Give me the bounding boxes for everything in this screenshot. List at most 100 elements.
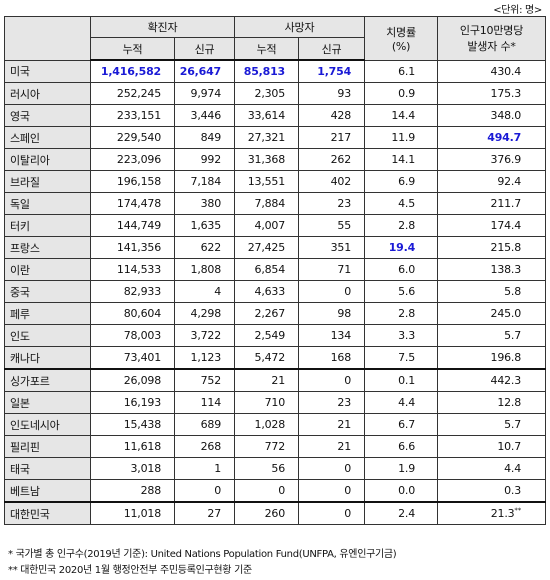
- fatality-rate-cell: 11.9: [364, 126, 439, 149]
- country-cell: 이탈리아: [4, 148, 91, 171]
- confirmed-cumulative-cell: 82,933: [90, 280, 175, 303]
- per-100k-cell-value: 175.3: [490, 87, 522, 100]
- country-cell: 브라질: [4, 170, 91, 193]
- fatality-rate-cell: 2.8: [364, 302, 439, 325]
- table-row: 싱가포르 26,098 752 21 0 0.1 442.3: [4, 368, 547, 392]
- table-row: 영국 233,151 3,446 33,614 428 14.4 348.0: [4, 104, 547, 127]
- country-cell: 대한민국: [4, 501, 91, 525]
- fatality-rate-cell: 6.0: [364, 258, 439, 281]
- confirmed-cumulative-cell-value: 144,749: [116, 219, 161, 232]
- deaths-cumulative-cell-value: 85,813: [243, 65, 286, 78]
- country-cell-value: 터키: [10, 219, 30, 233]
- per-100k-cell-value: 348.0: [490, 109, 522, 122]
- fatality-rate-cell: 7.5: [364, 346, 439, 370]
- deaths-new-cell-value: 21: [337, 418, 352, 431]
- confirmed-cumulative-cell: 141,356: [90, 236, 175, 259]
- confirmed-new-cell: 1,123: [173, 346, 236, 370]
- deaths-cumulative-cell-value: 2,549: [254, 329, 286, 342]
- deaths-new-cell: 55: [298, 214, 366, 237]
- confirmed-new-cell: 114: [173, 391, 236, 414]
- deaths-cumulative-cell-value: 1,028: [254, 418, 286, 431]
- country-cell-value: 인도: [10, 329, 30, 343]
- country-cell: 중국: [4, 280, 91, 303]
- header-per-100k-line2: 발생자 수*: [467, 40, 516, 54]
- fatality-rate-cell: 6.9: [364, 170, 439, 193]
- fatality-rate-cell-value: 3.3: [398, 329, 416, 342]
- per-100k-cell: 174.4: [437, 214, 547, 237]
- per-100k-cell-value: 494.7: [487, 131, 522, 144]
- fatality-rate-cell-value: 0.0: [398, 484, 416, 497]
- confirmed-cumulative-cell-value: 11,018: [123, 507, 161, 520]
- confirmed-cumulative-cell: 223,096: [90, 148, 175, 171]
- per-100k-cell-value: 215.8: [490, 241, 522, 254]
- confirmed-new-cell-value: 1,123: [190, 351, 222, 364]
- deaths-cumulative-cell-value: 4,633: [254, 285, 286, 298]
- per-100k-cell-value: 245.0: [490, 307, 522, 320]
- confirmed-cumulative-cell: 288: [90, 479, 175, 503]
- confirmed-cumulative-cell-value: 15,438: [123, 418, 161, 431]
- per-100k-cell-value: 4.4: [504, 462, 522, 475]
- country-cell-value: 브라질: [10, 175, 40, 189]
- deaths-new-cell-value: 402: [330, 175, 352, 188]
- confirmed-new-cell: 268: [173, 435, 236, 458]
- confirmed-cumulative-cell: 233,151: [90, 104, 175, 127]
- deaths-new-cell-value: 93: [337, 87, 352, 100]
- per-100k-cell: 4.4: [437, 457, 547, 480]
- deaths-new-cell: 0: [298, 280, 366, 303]
- table-row: 페루 80,604 4,298 2,267 98 2.8 245.0: [4, 302, 547, 325]
- deaths-new-cell: 98: [298, 302, 366, 325]
- confirmed-cumulative-cell-value: 229,540: [116, 131, 161, 144]
- fatality-rate-cell: 4.4: [364, 391, 439, 414]
- deaths-new-cell: 168: [298, 346, 366, 370]
- deaths-new-cell-value: 21: [337, 440, 352, 453]
- deaths-new-cell: 23: [298, 391, 366, 414]
- table-row: 태국 3,018 1 56 0 1.9 4.4: [4, 457, 547, 480]
- country-cell: 스페인: [4, 126, 91, 149]
- country-cell: 인도: [4, 324, 91, 347]
- deaths-new-cell: 23: [298, 192, 366, 215]
- header-fatality-rate: 치명률 (%): [364, 16, 439, 61]
- fatality-rate-cell-value: 5.6: [398, 285, 416, 298]
- fatality-rate-cell-value: 0.9: [398, 87, 416, 100]
- table-row: 일본 16,193 114 710 23 4.4 12.8: [4, 391, 547, 414]
- confirmed-new-cell-value: 622: [200, 241, 222, 254]
- confirmed-new-cell: 1,808: [173, 258, 236, 281]
- per-100k-cell: 5.7: [437, 324, 547, 347]
- deaths-cumulative-cell-value: 0: [278, 484, 286, 497]
- deaths-new-cell: 0: [298, 479, 366, 503]
- deaths-new-cell-value: 217: [330, 131, 352, 144]
- table-row: 독일 174,478 380 7,884 23 4.5 211.7: [4, 192, 547, 215]
- country-cell: 필리핀: [4, 435, 91, 458]
- per-100k-cell: 138.3: [437, 258, 547, 281]
- fatality-rate-cell-value: 2.8: [398, 219, 416, 232]
- deaths-new-cell: 21: [298, 435, 366, 458]
- per-100k-cell-value: 0.3: [504, 484, 522, 497]
- confirmed-cumulative-cell: 144,749: [90, 214, 175, 237]
- table-row: 미국 1,416,582 26,647 85,813 1,754 6.1 430.4: [4, 59, 547, 83]
- footnote-population-source: * 국가별 총 인구수(2019년 기준): United Nations Po…: [8, 549, 397, 560]
- country-cell-value: 러시아: [10, 87, 40, 101]
- header-confirmed-new: 신규: [173, 37, 236, 61]
- table-row: 캐나다 73,401 1,123 5,472 168 7.5 196.8: [4, 346, 547, 370]
- header-row-top: 확진자 사망자 치명률 (%) 인구10만명당 발생자 수*: [4, 16, 547, 61]
- header-corner: [4, 16, 91, 61]
- confirmed-new-cell-value: 4,298: [190, 307, 222, 320]
- confirmed-cumulative-cell: 196,158: [90, 170, 175, 193]
- deaths-cumulative-cell-value: 33,614: [247, 109, 286, 122]
- fatality-rate-cell: 0.0: [364, 479, 439, 503]
- confirmed-cumulative-cell: 114,533: [90, 258, 175, 281]
- country-cell-value: 베트남: [10, 484, 40, 498]
- confirmed-new-cell: 1,635: [173, 214, 236, 237]
- confirmed-cumulative-cell: 252,245: [90, 82, 175, 105]
- confirmed-new-cell-value: 27: [207, 507, 222, 520]
- confirmed-new-cell-value: 26,647: [179, 65, 222, 78]
- deaths-cumulative-cell-value: 6,854: [254, 263, 286, 276]
- country-cell-value: 필리핀: [10, 440, 40, 454]
- header-confirmed-cumulative: 누적: [90, 37, 175, 61]
- fatality-rate-cell: 4.5: [364, 192, 439, 215]
- country-cell-value: 프랑스: [10, 241, 40, 255]
- per-100k-cell: 348.0: [437, 104, 547, 127]
- per-100k-cell-value: 211.7: [490, 197, 522, 210]
- per-100k-cell: 175.3: [437, 82, 547, 105]
- country-cell-value: 캐나다: [10, 351, 40, 365]
